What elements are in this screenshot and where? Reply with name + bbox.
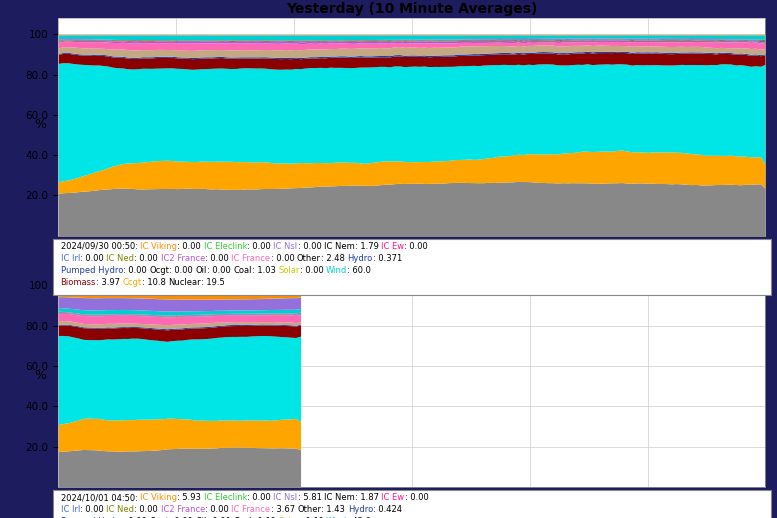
Text: Pumped Hydro: Pumped Hydro	[61, 266, 123, 275]
Text: : 3.97: : 3.97	[96, 278, 123, 287]
Text: 2024/09/30 00:50:: 2024/09/30 00:50:	[61, 242, 140, 251]
Text: : 0.00: : 0.00	[298, 242, 324, 251]
Text: Solar: Solar	[278, 266, 300, 275]
Text: : 1.43: : 1.43	[322, 505, 348, 514]
Text: : 0.00: : 0.00	[80, 505, 106, 514]
Text: : 0.00: : 0.00	[247, 242, 274, 251]
Text: Coal: Coal	[233, 266, 252, 275]
Text: : 5.93: : 5.93	[177, 493, 204, 502]
Text: : 0.00: : 0.00	[134, 254, 161, 263]
Text: 2024/10/01 04:50:: 2024/10/01 04:50:	[61, 493, 140, 502]
Text: : 0.00: : 0.00	[205, 254, 232, 263]
Text: IC2 France: IC2 France	[161, 254, 205, 263]
Text: Oil: Oil	[196, 517, 207, 518]
Text: IC Irl: IC Irl	[61, 505, 80, 514]
Text: : 0.00: : 0.00	[247, 493, 274, 502]
Text: IC Ew: IC Ew	[382, 493, 405, 502]
Text: : 0.00: : 0.00	[270, 254, 297, 263]
Text: IC Irl: IC Irl	[61, 254, 80, 263]
Text: : 0.00: : 0.00	[207, 266, 233, 275]
Text: : 3.67: : 3.67	[270, 505, 298, 514]
Text: Nuclear: Nuclear	[169, 278, 201, 287]
Text: IC France: IC France	[232, 505, 270, 514]
Y-axis label: %: %	[35, 369, 47, 382]
Text: IC Viking: IC Viking	[140, 493, 177, 502]
Text: IC Ew: IC Ew	[382, 242, 404, 251]
Text: : 0.00: : 0.00	[300, 517, 326, 518]
Text: : 60.0: : 60.0	[347, 266, 371, 275]
Text: IC Nem: IC Nem	[324, 493, 355, 502]
Text: : 0.00: : 0.00	[169, 517, 196, 518]
Text: : 0.00: : 0.00	[252, 517, 278, 518]
Text: : 19.5: : 19.5	[201, 278, 225, 287]
Text: : 0.424: : 0.424	[373, 505, 402, 514]
Text: Hydro: Hydro	[347, 254, 373, 263]
Text: IC Viking: IC Viking	[140, 242, 177, 251]
Text: : 0.00: : 0.00	[123, 266, 149, 275]
Text: : 0.00: : 0.00	[207, 517, 233, 518]
Text: IC Ned: IC Ned	[106, 254, 134, 263]
Y-axis label: %: %	[35, 118, 47, 131]
Text: IC France: IC France	[232, 254, 270, 263]
Text: Coal: Coal	[233, 517, 252, 518]
Text: : 0.00: : 0.00	[405, 493, 428, 502]
Text: Ocgt: Ocgt	[149, 517, 169, 518]
Text: IC Ned: IC Ned	[106, 505, 134, 514]
Text: IC Eleclink: IC Eleclink	[204, 242, 247, 251]
Text: IC Nsl: IC Nsl	[274, 493, 298, 502]
Text: IC Nsl: IC Nsl	[274, 242, 298, 251]
Text: : 0.371: : 0.371	[373, 254, 402, 263]
Text: : 0.00: : 0.00	[205, 505, 232, 514]
Text: : 1.79: : 1.79	[355, 242, 382, 251]
Text: : 43.0: : 43.0	[347, 517, 371, 518]
Text: Ocgt: Ocgt	[149, 266, 169, 275]
Text: Pumped Hydro: Pumped Hydro	[61, 517, 123, 518]
Text: Wind: Wind	[326, 517, 347, 518]
Text: : 0.00: : 0.00	[404, 242, 428, 251]
Text: Hydro: Hydro	[348, 505, 373, 514]
Text: : 0.00: : 0.00	[177, 242, 204, 251]
Text: IC Nem: IC Nem	[324, 242, 355, 251]
Text: : 0.00: : 0.00	[80, 254, 106, 263]
Text: IC Eleclink: IC Eleclink	[204, 493, 247, 502]
Text: Biomass: Biomass	[61, 278, 96, 287]
Text: Other: Other	[297, 254, 321, 263]
Title: Today (10 Minute Averages): Today (10 Minute Averages)	[302, 253, 521, 267]
Text: Oil: Oil	[196, 266, 207, 275]
Text: : 5.81: : 5.81	[298, 493, 324, 502]
Text: Ccgt: Ccgt	[123, 278, 141, 287]
Text: : 2.48: : 2.48	[321, 254, 347, 263]
Text: : 0.00: : 0.00	[123, 517, 149, 518]
Text: : 10.8: : 10.8	[141, 278, 169, 287]
Text: : 0.00: : 0.00	[134, 505, 161, 514]
Text: IC2 France: IC2 France	[161, 505, 205, 514]
Text: : 1.87: : 1.87	[355, 493, 382, 502]
Text: : 1.03: : 1.03	[252, 266, 278, 275]
Text: Other: Other	[298, 505, 322, 514]
Text: Wind: Wind	[326, 266, 347, 275]
Text: : 0.00: : 0.00	[300, 266, 326, 275]
Text: Solar: Solar	[278, 517, 300, 518]
Text: : 0.00: : 0.00	[169, 266, 196, 275]
Title: Yesterday (10 Minute Averages): Yesterday (10 Minute Averages)	[286, 2, 538, 16]
